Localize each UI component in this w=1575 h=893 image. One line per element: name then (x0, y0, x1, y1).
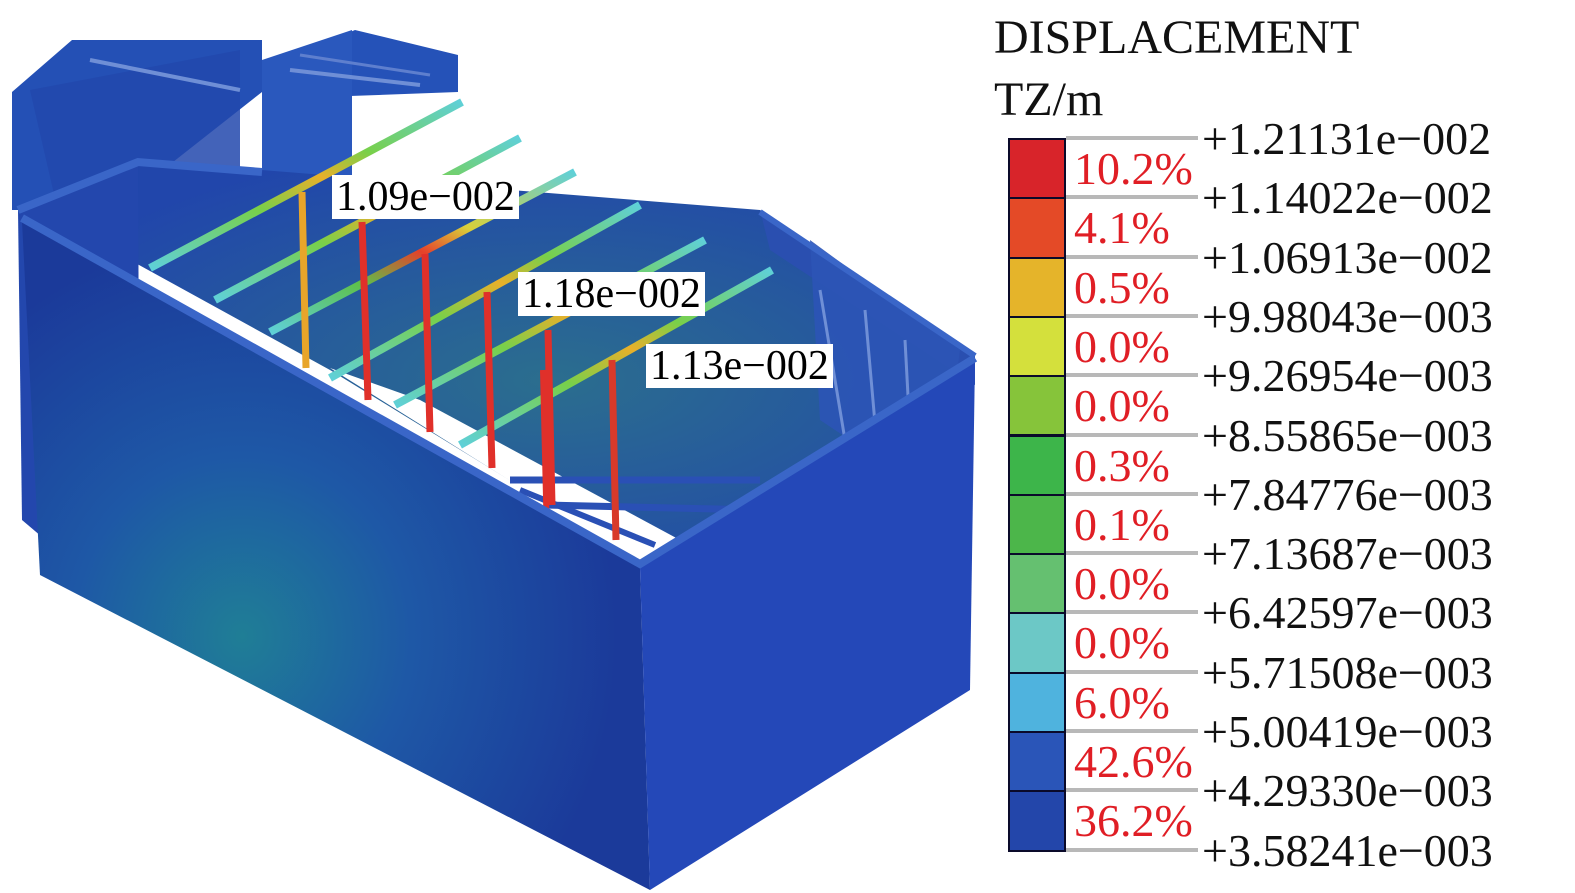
legend-tick-value: +7.13687e−003 (1202, 528, 1493, 580)
legend-separator (1066, 313, 1198, 318)
legend-band (1008, 375, 1066, 437)
legend-band (1008, 612, 1066, 674)
legend-separator (1066, 729, 1198, 733)
right-wall (640, 360, 975, 890)
legend-band (1008, 553, 1066, 615)
legend-percent: 0.0% (1074, 617, 1170, 669)
legend-band (1008, 731, 1066, 793)
model-view (12, 30, 978, 890)
legend-band (1008, 493, 1066, 556)
probe-label: 1.13e−002 (646, 344, 833, 388)
legend-band (1008, 197, 1066, 259)
rims (16, 157, 978, 569)
front-wall (22, 222, 650, 890)
legend-tick-value: +1.14022e−002 (1202, 172, 1493, 224)
legend-tick-value: +3.58241e−003 (1202, 824, 1493, 876)
legend-percent: 0.1% (1074, 498, 1170, 550)
legend-separator (1066, 254, 1198, 259)
color-legend: DISPLACEMENT TZ/m 10.2% 4.1% 0.5% 0.0% 0.0% 0… (990, 0, 1575, 893)
probe-label: 1.18e−002 (518, 272, 705, 316)
legend-band (1008, 790, 1066, 852)
legend-tick-value: +7.84776e−003 (1202, 468, 1493, 520)
legend-percent: 10.2% (1074, 143, 1193, 194)
legend-separator (1066, 788, 1198, 793)
legend-separator (1066, 847, 1198, 852)
legend-percent: 0.0% (1074, 380, 1170, 432)
probe-label: 1.09e−002 (332, 175, 519, 219)
legend-percent: 4.1% (1074, 202, 1170, 254)
legend-band (1008, 671, 1066, 733)
legend-tick-value: +6.42597e−003 (1202, 587, 1493, 639)
legend-band (1008, 434, 1066, 496)
legend-separator (1066, 610, 1198, 615)
legend-tick-value: +8.55865e−003 (1202, 409, 1493, 461)
legend-band (1008, 256, 1066, 318)
legend-separator (1066, 373, 1198, 378)
legend-separator (1066, 136, 1198, 140)
legend-tick-value: +5.00419e−003 (1202, 706, 1493, 757)
legend-unit: TZ/m (994, 73, 1104, 126)
legend-separator (1066, 432, 1198, 437)
legend-tick-value: +9.98043e−003 (1202, 290, 1493, 342)
legend-title: DISPLACEMENT (994, 11, 1360, 64)
legend-tick-value: +5.71508e−003 (1202, 646, 1493, 698)
legend-percent: 0.3% (1074, 439, 1170, 491)
legend-band (1008, 138, 1066, 200)
legend-separator (1066, 669, 1198, 674)
legend-percent: 0.0% (1074, 320, 1170, 372)
legend-separator (1066, 551, 1198, 556)
legend-percent: 6.0% (1074, 676, 1170, 728)
legend-tick-value: +9.26954e−003 (1202, 350, 1493, 402)
legend-separator (1066, 491, 1198, 496)
legend-tick-value: +1.06913e−002 (1202, 231, 1493, 283)
legend-percent: 0.5% (1074, 261, 1170, 313)
legend-tick-value: +4.29330e−003 (1202, 765, 1493, 817)
cross-bars (148, 98, 774, 449)
legend-band (1008, 315, 1066, 378)
legend-percent: 0.0% (1074, 558, 1170, 610)
legend-tick-value: +1.21131e−002 (1202, 113, 1492, 164)
legend-percent: 36.2% (1074, 795, 1193, 847)
legend-separator (1066, 195, 1198, 200)
legend-percent: 42.6% (1074, 736, 1193, 787)
